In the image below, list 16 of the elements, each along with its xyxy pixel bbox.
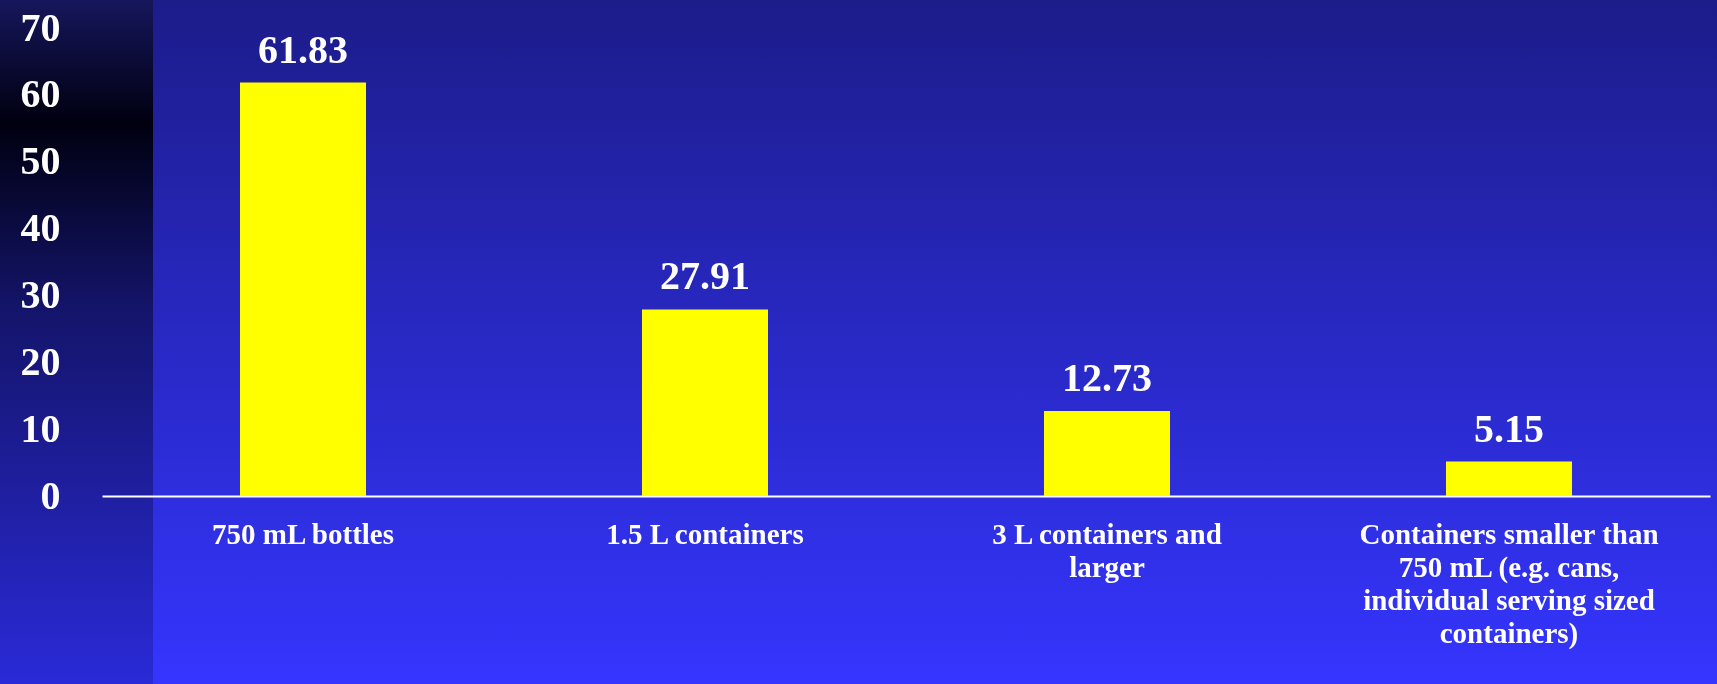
y-tick-label: 70 — [20, 4, 61, 50]
x-tick-label: 1.5 L containers — [606, 517, 804, 550]
data-label: 61.83 — [258, 26, 348, 72]
y-tick-label: 60 — [20, 71, 61, 117]
y-tick-label: 40 — [20, 205, 61, 251]
x-tick-label: 3 L containers and larger — [992, 517, 1222, 583]
y-tick-label: 20 — [20, 338, 61, 384]
x-tick-label: Containers smaller than 750 mL (e.g. cans, individual serving sized containers) — [1359, 517, 1659, 650]
data-label: 12.73 — [1062, 354, 1152, 400]
y-tick-label: 30 — [20, 271, 61, 317]
data-label: 27.91 — [660, 253, 750, 299]
x-tick-label: 750 mL bottles — [211, 517, 395, 550]
y-tick-label: 50 — [20, 138, 61, 184]
y-tick-label: 10 — [20, 405, 61, 451]
data-label: 5.15 — [1474, 405, 1544, 451]
y-tick-label: 0 — [40, 472, 61, 518]
